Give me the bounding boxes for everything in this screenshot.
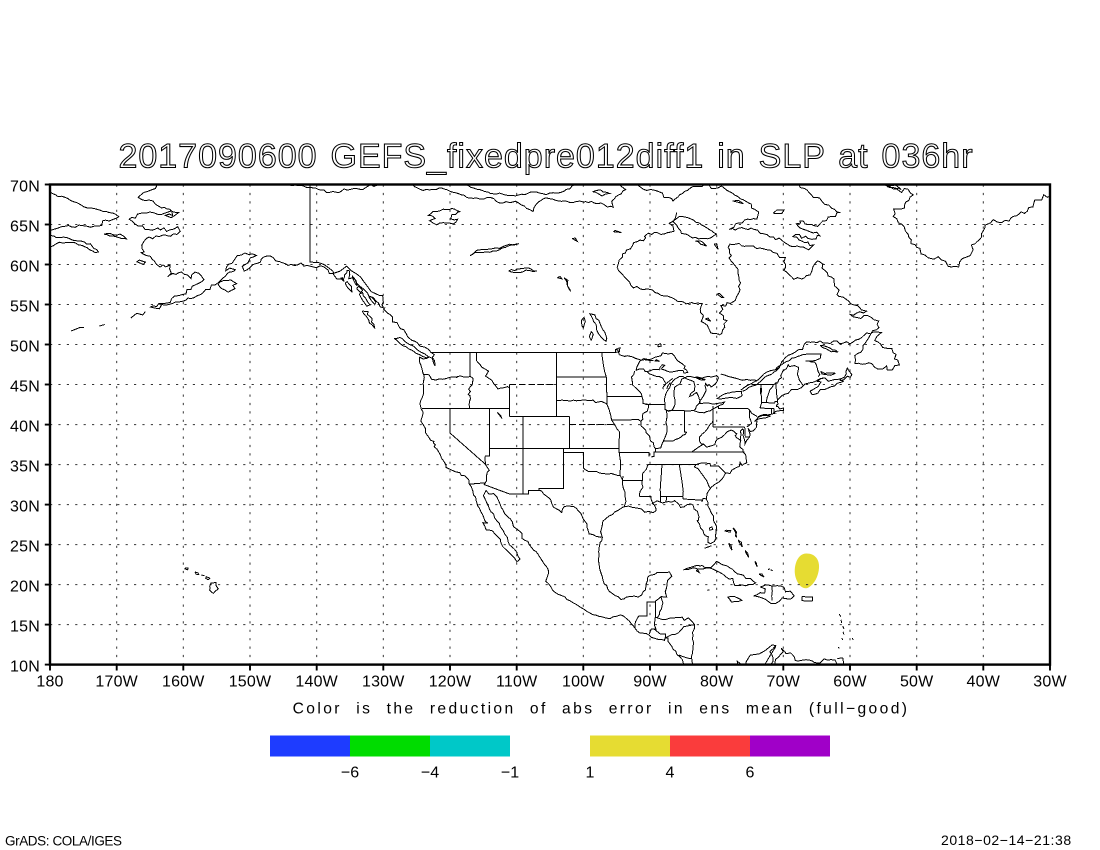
svg-text:25N: 25N (10, 539, 40, 556)
svg-text:Color is the reduction of abs: Color is the reduction of abs error in e… (293, 701, 910, 718)
svg-text:60W: 60W (833, 674, 867, 691)
svg-text:2018−02−14−21:38: 2018−02−14−21:38 (941, 832, 1072, 848)
svg-text:180: 180 (36, 674, 63, 691)
svg-text:160W: 160W (162, 674, 205, 691)
svg-text:40W: 40W (967, 674, 1001, 691)
svg-text:70N: 70N (10, 179, 40, 196)
svg-text:55N: 55N (10, 299, 40, 316)
svg-text:50N: 50N (10, 339, 40, 356)
svg-text:−1: −1 (501, 765, 519, 782)
svg-text:120W: 120W (429, 674, 472, 691)
svg-text:−6: −6 (341, 765, 359, 782)
svg-text:2017090600 GEFS_fixedpre012dif: 2017090600 GEFS_fixedpre012diff1 in SLP … (118, 138, 973, 176)
svg-text:15N: 15N (10, 619, 40, 636)
svg-text:80W: 80W (700, 674, 734, 691)
svg-text:GrADS: COLA/IGES: GrADS: COLA/IGES (5, 834, 122, 849)
svg-text:1: 1 (586, 765, 595, 782)
svg-text:35N: 35N (10, 459, 40, 476)
svg-text:60N: 60N (10, 259, 40, 276)
svg-text:45N: 45N (10, 379, 40, 396)
svg-text:90W: 90W (633, 674, 667, 691)
svg-text:140W: 140W (295, 674, 338, 691)
svg-text:−4: −4 (421, 765, 439, 782)
svg-text:4: 4 (666, 765, 675, 782)
svg-text:6: 6 (746, 765, 755, 782)
svg-text:65N: 65N (10, 219, 40, 236)
svg-text:30N: 30N (10, 499, 40, 516)
svg-text:20N: 20N (10, 579, 40, 596)
svg-text:30W: 30W (1033, 674, 1067, 691)
svg-text:150W: 150W (229, 674, 272, 691)
svg-text:100W: 100W (562, 674, 605, 691)
svg-text:10N: 10N (10, 659, 40, 676)
svg-text:110W: 110W (496, 674, 538, 691)
svg-text:130W: 130W (362, 674, 405, 691)
svg-text:40N: 40N (10, 419, 40, 436)
svg-text:50W: 50W (900, 674, 934, 691)
svg-text:170W: 170W (95, 674, 138, 691)
svg-text:70W: 70W (767, 674, 801, 691)
